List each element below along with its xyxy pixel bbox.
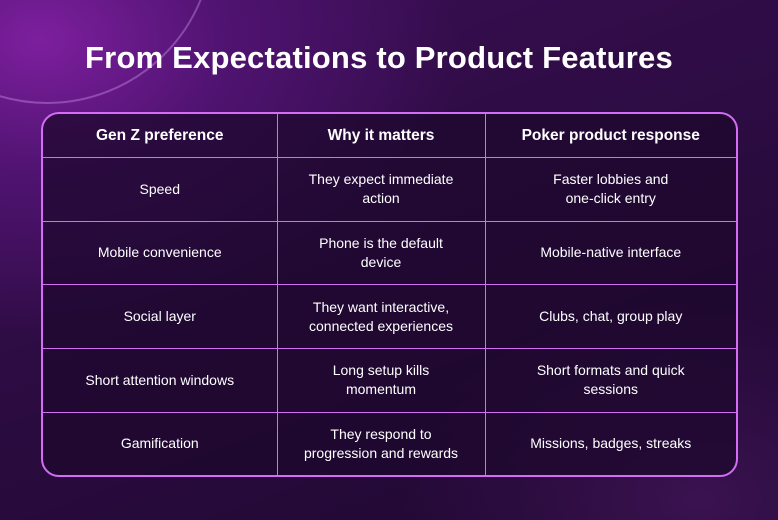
table-cell: They want interactive, connected experie… xyxy=(276,284,486,349)
table-cell: Long setup kills momentum xyxy=(276,347,486,413)
header-cell: Poker product response xyxy=(484,114,736,158)
table-row: Gamification They respond to progression … xyxy=(43,411,736,475)
table-row: Speed They expect immediate action Faster … xyxy=(43,157,736,222)
table-cell: Mobile convenience xyxy=(43,220,278,286)
table: Gen Z preference Why it matters Poker prod… xyxy=(43,114,736,475)
header-row: Gen Z preference Why it matters Poker prod… xyxy=(43,114,736,158)
table-row: Mobile convenience Phone is the default d… xyxy=(43,220,736,286)
title: From Expectations to Product Features xyxy=(85,40,673,75)
table-body: Speed They expect immediate action Faster … xyxy=(43,157,736,475)
table-cell: Mobile-native interface xyxy=(484,220,736,286)
table-cell: Clubs, chat, group play xyxy=(484,284,736,349)
table-cell: Gamification xyxy=(43,411,278,475)
table-cell: Short attention windows xyxy=(43,347,278,413)
table-cell: Phone is the default device xyxy=(276,220,486,286)
table-cell: Speed xyxy=(43,157,278,222)
header-cell: Gen Z preference xyxy=(43,114,278,158)
table-cell: They expect immediate action xyxy=(276,157,486,222)
header-cell: Why it matters xyxy=(276,114,486,158)
table-cell: Short formats and quick sessions xyxy=(484,347,736,413)
table-cell: Social layer xyxy=(43,284,278,349)
table-cell: Faster lobbies and one-click entry xyxy=(484,157,736,222)
table-cell: They respond to progression and rewards xyxy=(276,411,486,475)
table-cell: Missions, badges, streaks xyxy=(484,411,736,475)
table-row: Social layer They want interactive, conne… xyxy=(43,284,736,349)
table-row: Short attention windows Long setup kills … xyxy=(43,347,736,413)
table-frame: Gen Z preference Why it matters Poker prod… xyxy=(41,112,738,477)
